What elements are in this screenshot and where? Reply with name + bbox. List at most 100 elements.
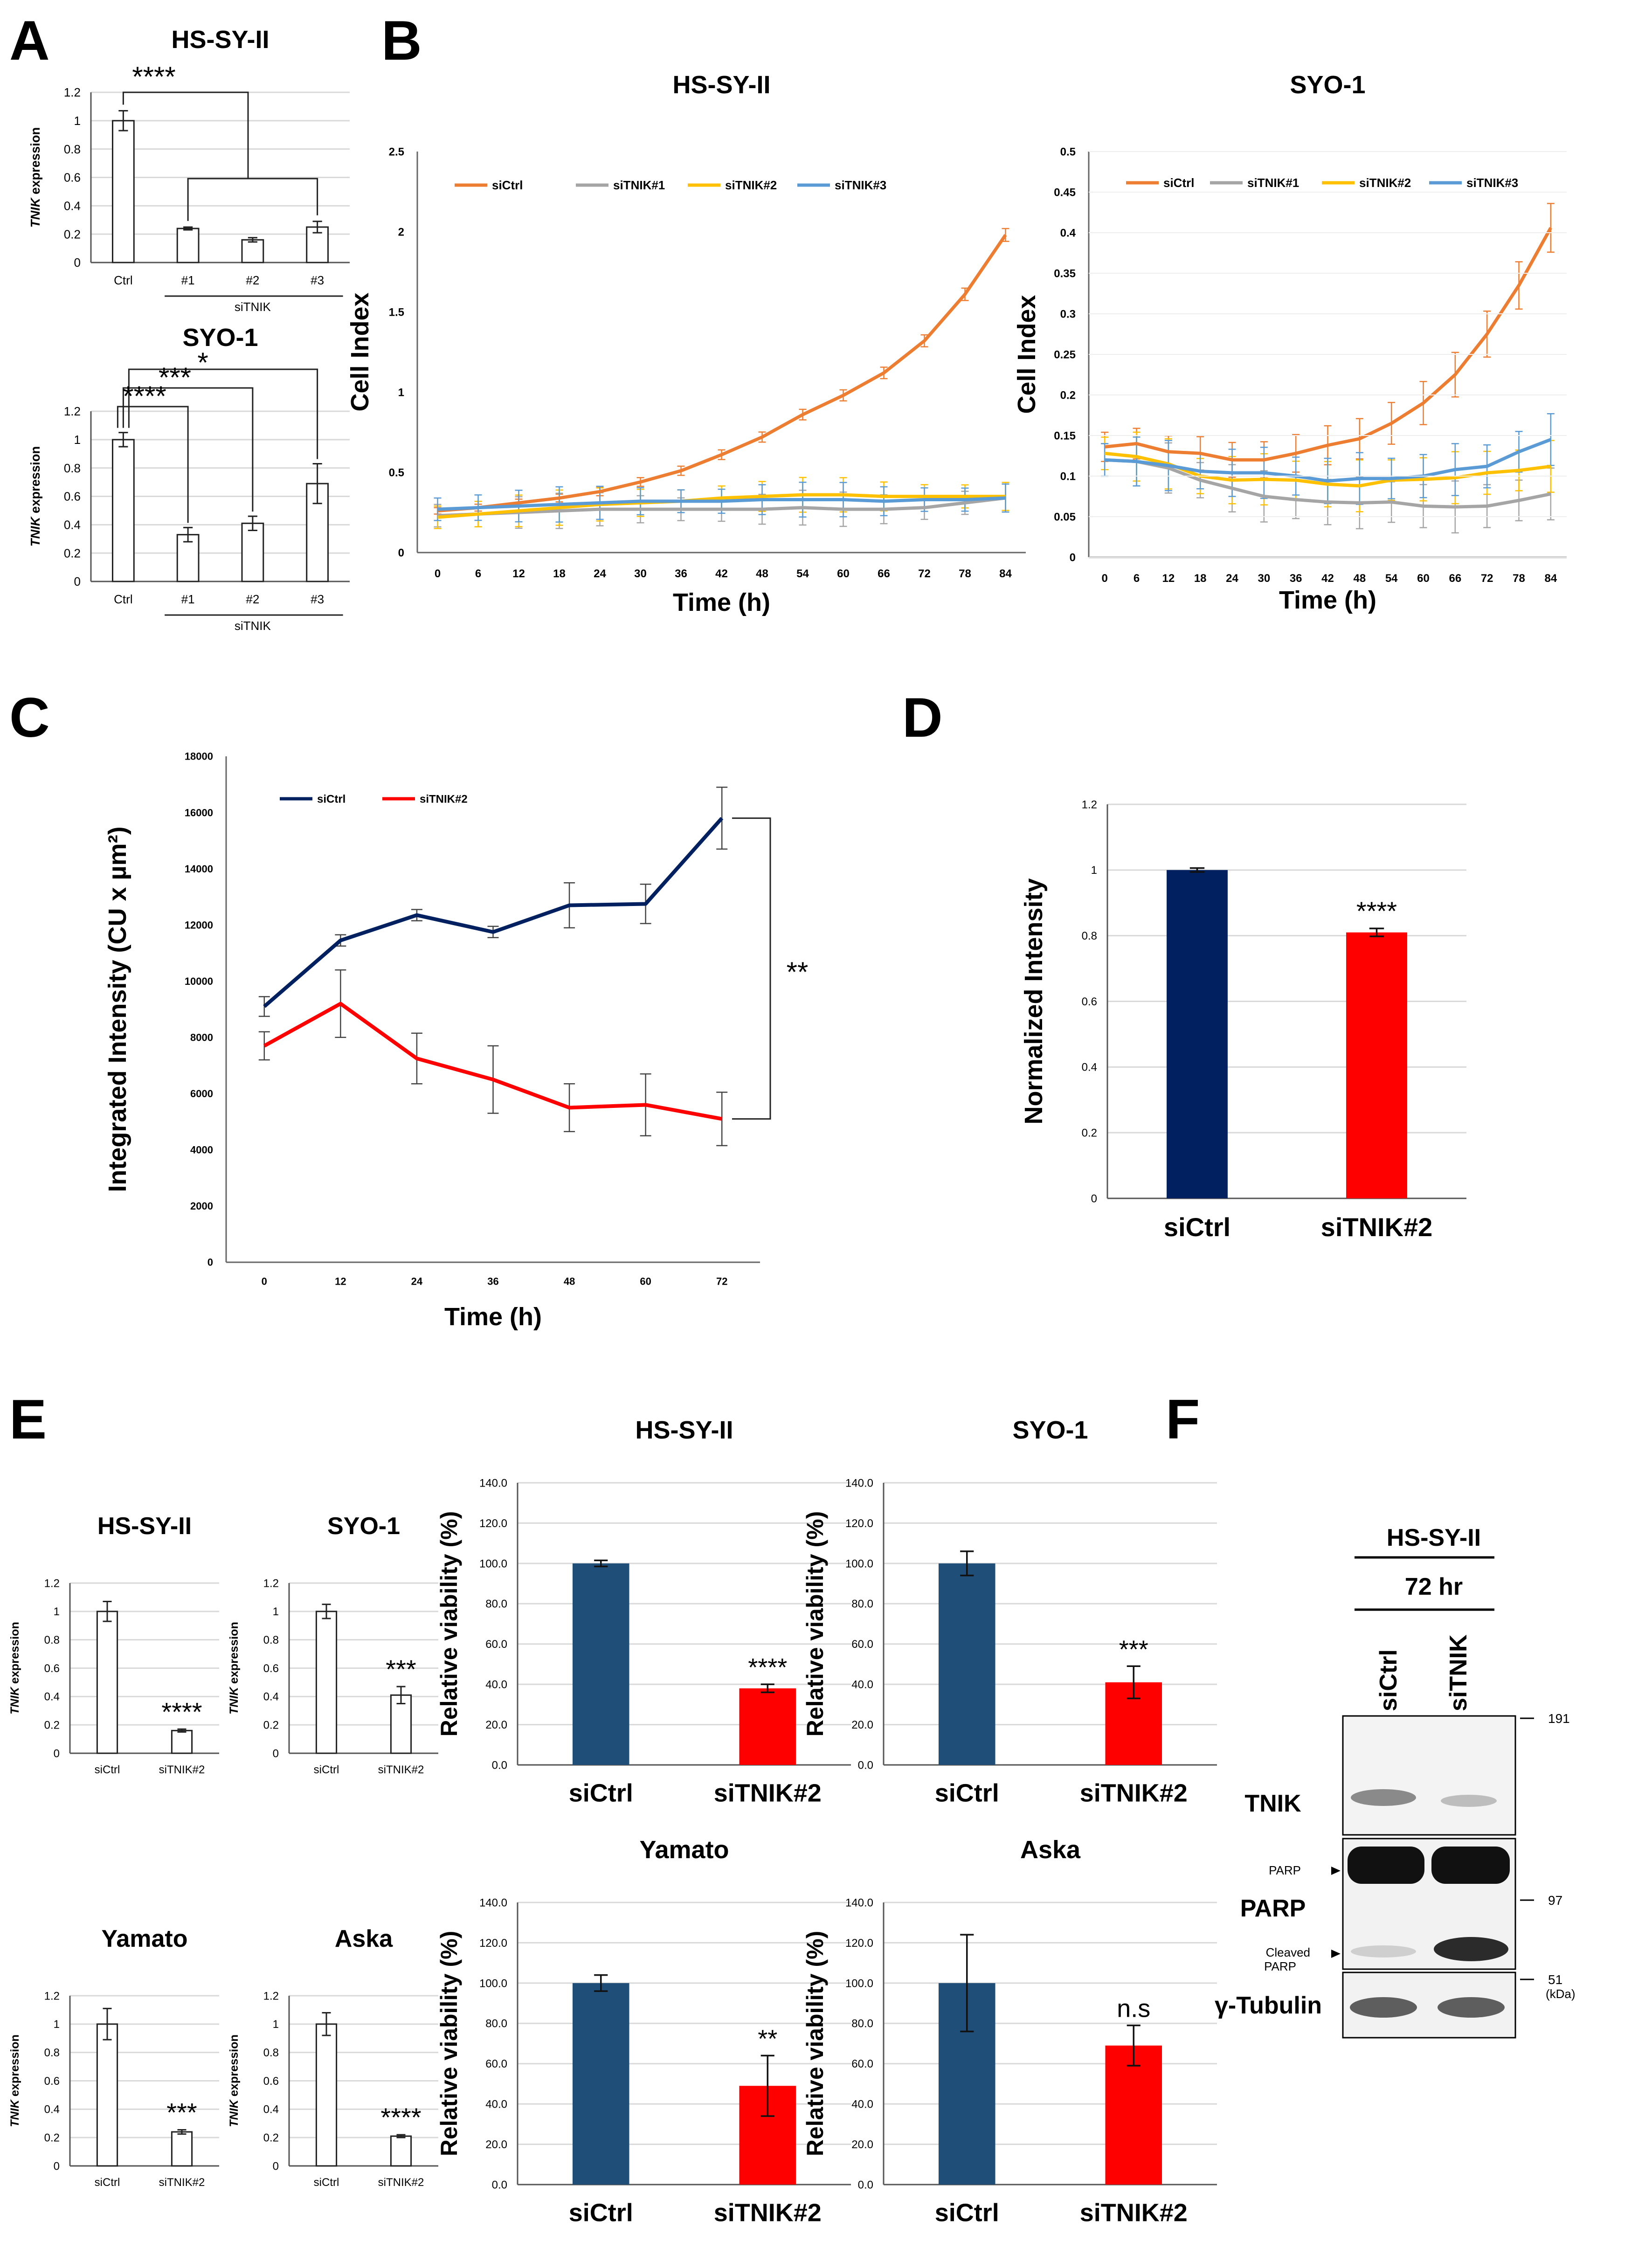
- wb-marker-0: 191: [1548, 1711, 1570, 1726]
- wb-marker-1: 97: [1548, 1893, 1562, 1908]
- wb-arrow-cleaved: Cleaved: [1266, 1945, 1310, 1959]
- bar-A2-y-tick: 0.8: [64, 461, 81, 475]
- bar-E2-y-tick: 0.4: [263, 1691, 279, 1703]
- line-B2-ylabel: Cell Index: [1013, 295, 1041, 414]
- bar-E6-y-tick: 100.0: [845, 1557, 873, 1570]
- band-cleaved-ctrl: [1351, 1945, 1416, 1957]
- panel-letter-e: E: [9, 1388, 47, 1451]
- bar-E6-category-1: siTNIK#2: [1080, 1779, 1188, 1807]
- series-line-B1-3: [437, 496, 1006, 511]
- bar-E4-y-tick: 1.2: [263, 1990, 279, 2002]
- legend-b2-item-1: siTNIK#1: [1247, 176, 1299, 190]
- line-B1-x-tick: 36: [675, 567, 687, 580]
- bar-E4-y-tick: 0.4: [263, 2103, 279, 2116]
- line-B1-x-tick: 72: [918, 567, 931, 580]
- bar-E3-title: Yamato: [102, 1925, 188, 1952]
- line-B1-x-tick: 30: [634, 567, 647, 580]
- legend-b1-item-2: siTNIK#2: [725, 178, 777, 192]
- sig-bracket: [128, 368, 318, 459]
- bar-A2-ylabel: TNIK expression: [28, 446, 42, 546]
- sig-E8: n.s: [1117, 1995, 1150, 2023]
- line-B2-x-tick: 12: [1162, 572, 1175, 585]
- bar-E7-y-tick: 80.0: [485, 2018, 507, 2030]
- bar-E8-y-tick: 0.0: [858, 2179, 873, 2191]
- bar-E3-category-0: siCtrl: [95, 2176, 120, 2189]
- line-B1-x-tick: 6: [475, 567, 481, 580]
- bar-E1-y-tick: 0: [54, 1747, 60, 1760]
- group-label-a1: siTNIK: [235, 300, 271, 314]
- bar-E7-y-tick: 0.0: [492, 2179, 507, 2191]
- sig-E7: **: [758, 2025, 777, 2053]
- bar-A2-category-3: #3: [311, 592, 324, 606]
- line-C-y-tick: 18000: [185, 751, 213, 762]
- bar-D-ylabel: Normalized Intensity: [1020, 878, 1048, 1124]
- panel-letter-a: A: [9, 9, 50, 72]
- legend-b1-item-0: siCtrl: [492, 178, 523, 192]
- bar-A1-1: [176, 228, 200, 263]
- line-B2-x-tick: 66: [1449, 572, 1461, 585]
- bar-E2-category-0: siCtrl: [314, 1764, 339, 1776]
- bar-E5-0: [572, 1563, 629, 1765]
- bar-D-y-tick: 0: [1091, 1192, 1097, 1205]
- wb-lane-sitnik: siTNIK: [1445, 1634, 1472, 1711]
- bar-E5-y-tick: 0.0: [492, 1759, 507, 1771]
- line-B2-x-tick: 54: [1385, 572, 1398, 585]
- bar-A1-0: [111, 120, 135, 263]
- bar-E6-y-tick: 40.0: [851, 1679, 873, 1691]
- bar-D-category-1: siTNIK#2: [1321, 1212, 1433, 1242]
- bar-A2-category-0: Ctrl: [114, 592, 132, 606]
- bar-A1-y-tick: 0.8: [64, 142, 81, 156]
- line-C-x-tick: 36: [487, 1275, 498, 1287]
- line-B2-x-tick: 30: [1258, 572, 1270, 585]
- arrow-icon: [1331, 1867, 1341, 1875]
- bar-A1-y-tick: 0.6: [64, 171, 81, 185]
- bar-A1-y-tick: 1.2: [64, 85, 81, 99]
- sig-a2-2: ***: [159, 362, 191, 393]
- bar-E7-y-tick: 60.0: [485, 2058, 507, 2070]
- line-B2-x-tick: 48: [1353, 572, 1366, 585]
- panel-letter-c: C: [9, 686, 50, 749]
- series-line-C-0: [263, 816, 724, 1008]
- bar-E6-y-tick: 0.0: [858, 1759, 873, 1771]
- line-B2-y-tick: 0.35: [1054, 267, 1076, 280]
- bar-E5-category-1: siTNIK#2: [714, 1779, 822, 1807]
- bar-E4-ylabel: TNIK expression: [228, 2034, 241, 2127]
- bar-A1-category-3: #3: [311, 273, 324, 287]
- bar-E7-ylabel: Relative viability (%): [436, 1931, 462, 2157]
- line-B2-y-tick: 0.25: [1054, 348, 1076, 361]
- sig-c: **: [787, 956, 809, 988]
- bar-E1-1: [171, 1729, 193, 1754]
- legend-c-item-1: siTNIK#2: [420, 793, 468, 805]
- bar-E4-1: [390, 2135, 412, 2167]
- line-B2-y-tick: 0.1: [1060, 470, 1076, 483]
- bar-E8-y-tick: 60.0: [851, 2058, 873, 2070]
- bar-E5-title: HS-SY-II: [635, 1416, 733, 1444]
- bar-E3-y-tick: 1.2: [44, 1990, 60, 2002]
- line-C-y-tick: 8000: [190, 1031, 213, 1043]
- blot-tnik: [1342, 1715, 1516, 1836]
- line-B1-y-tick: 0: [398, 546, 404, 559]
- line-B1-xlabel: Time (h): [673, 588, 770, 616]
- panel-letter-f: F: [1166, 1388, 1200, 1451]
- line-B1-title: HS-SY-II: [672, 71, 770, 99]
- wb-row-parp: PARP: [1240, 1895, 1306, 1922]
- bar-E3-0: [96, 2023, 118, 2167]
- line-B1-x-tick: 42: [715, 567, 728, 580]
- bar-E5-y-tick: 80.0: [485, 1598, 507, 1611]
- bar-E5-y-tick: 40.0: [485, 1679, 507, 1691]
- bar-E8-category-1: siTNIK#2: [1080, 2199, 1188, 2227]
- bar-A1-y-tick: 0.2: [64, 227, 81, 241]
- bar-E6-0: [938, 1563, 995, 1765]
- line-B2-x-tick: 0: [1101, 572, 1107, 585]
- bar-E7-y-tick: 40.0: [485, 2098, 507, 2111]
- line-C-y-tick: 4000: [190, 1144, 213, 1156]
- bar-E2-category-1: siTNIK#2: [378, 1764, 424, 1776]
- line-C-y-tick: 0: [207, 1257, 213, 1268]
- line-C-y-tick: 14000: [185, 863, 213, 875]
- line-C-x-tick: 24: [411, 1275, 423, 1287]
- bar-E7-y-tick: 140.0: [479, 1896, 507, 1909]
- bar-A2-1: [176, 534, 200, 582]
- bar-D-y-tick: 1: [1091, 864, 1097, 877]
- line-B2-y-tick: 0.3: [1060, 308, 1076, 320]
- wb-arrow-cleaved-parp: PARP: [1264, 1959, 1296, 1973]
